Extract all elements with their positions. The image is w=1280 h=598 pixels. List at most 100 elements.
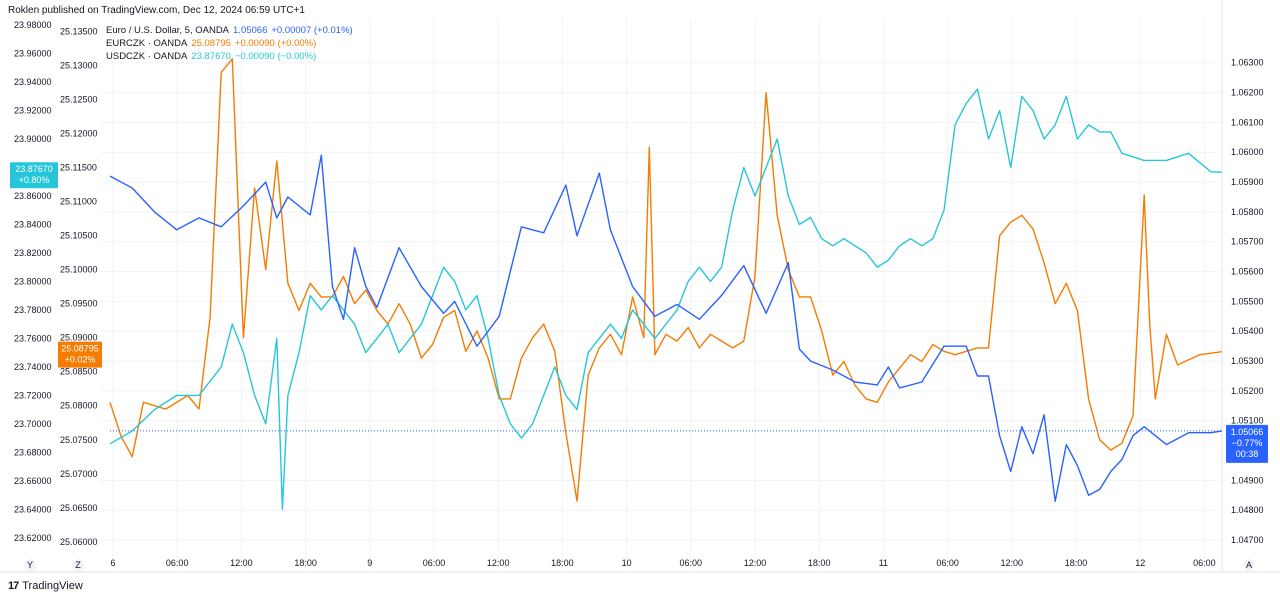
x-tick-label: 9 — [367, 558, 372, 568]
eurczk-price-badge-text: 25.08795 — [61, 344, 99, 354]
series-line-usdczk — [109, 88, 1223, 510]
x-tick-label: 18:00 — [294, 558, 317, 568]
axis-button-label: Y — [27, 560, 33, 570]
usdczk-axis-tick: 23.62000 — [14, 533, 52, 543]
x-tick-label: 06:00 — [166, 558, 189, 568]
usdczk-axis-tick: 23.98000 — [14, 20, 52, 30]
eurczk-axis-tick: 25.06500 — [60, 503, 98, 513]
usdczk-axis-tick: 23.78000 — [14, 305, 52, 315]
eurczk-axis-tick: 25.12500 — [60, 95, 98, 105]
series-legend: Euro / U.S. Dollar, 5, OANDA 1.05066 +0.00… — [106, 24, 357, 63]
eurczk-axis-tick: 25.10000 — [60, 265, 98, 275]
eurczk-axis-tick: 25.06000 — [60, 537, 98, 547]
eurusd-price-badge-text: 1.05066 — [1231, 427, 1264, 437]
usdczk-price-badge-text: +0.80% — [19, 175, 50, 185]
legend-series-name: Euro / U.S. Dollar, 5, OANDA — [106, 25, 230, 36]
usdczk-axis-tick: 23.82000 — [14, 248, 52, 258]
x-tick-label: 6 — [110, 558, 115, 568]
eurczk-axis-tick: 25.08000 — [60, 401, 98, 411]
eurczk-price-badge-text: +0.02% — [65, 355, 96, 365]
legend-row[interactable]: USDCZK · OANDA 23.87670 −0.00090 (−0.00%) — [106, 50, 357, 63]
legend-series-change: +0.00090 (+0.00%) — [234, 38, 317, 49]
legend-row[interactable]: EURCZK · OANDA 25.08795 +0.00090 (+0.00%) — [106, 37, 357, 50]
usdczk-axis-tick: 23.80000 — [14, 276, 52, 286]
usdczk-axis-tick: 23.74000 — [14, 362, 52, 372]
usdczk-axis-tick: 23.66000 — [14, 476, 52, 486]
x-tick-label: 12:00 — [230, 558, 253, 568]
x-tick-label: 11 — [879, 558, 888, 568]
eurusd-axis-tick: 1.05700 — [1231, 237, 1264, 247]
eurczk-axis-tick: 25.11500 — [60, 163, 97, 173]
eurczk-axis-tick: 25.09000 — [60, 333, 98, 343]
eurusd-axis-tick: 1.05500 — [1231, 296, 1264, 306]
eurusd-axis-tick: 1.05100 — [1231, 416, 1264, 426]
usdczk-axis-tick: 23.96000 — [14, 49, 52, 59]
axis-button[interactable] — [24, 559, 36, 571]
publish-header: Roklen published on TradingView.com, Dec… — [8, 5, 305, 16]
usdczk-price-badge — [10, 162, 58, 189]
usdczk-axis-tick: 23.70000 — [14, 419, 52, 429]
eurusd-axis-tick: 1.04700 — [1231, 535, 1264, 545]
eurczk-axis-tick: 25.09500 — [60, 299, 98, 309]
eurusd-axis-tick: 1.05300 — [1231, 356, 1264, 366]
x-tick-label: 06:00 — [680, 558, 703, 568]
legend-series-value: 1.05066 — [233, 25, 268, 36]
legend-row[interactable]: Euro / U.S. Dollar, 5, OANDA 1.05066 +0.00… — [106, 24, 357, 37]
eurczk-axis-tick: 25.08500 — [60, 367, 98, 377]
usdczk-axis-tick: 23.90000 — [14, 134, 52, 144]
x-tick-label: 06:00 — [936, 558, 959, 568]
legend-series-change: −0.00090 (−0.00%) — [234, 51, 317, 62]
usdczk-axis-tick: 23.68000 — [14, 447, 52, 457]
eurusd-axis-tick: 1.04900 — [1231, 475, 1264, 485]
legend-series-change: +0.00007 (+0.01%) — [271, 25, 353, 36]
x-tick-label: 12:00 — [487, 558, 510, 568]
usdczk-axis-tick: 23.86000 — [14, 191, 52, 201]
usdczk-axis-tick: 23.92000 — [14, 106, 52, 116]
eurusd-axis-tick: 1.05400 — [1231, 326, 1264, 336]
usdczk-axis-tick: 23.72000 — [14, 390, 52, 400]
eurusd-axis-tick: 1.05800 — [1231, 207, 1264, 217]
eurczk-price-badge — [58, 341, 102, 368]
axis-button[interactable] — [72, 559, 84, 571]
x-tick-label: 12 — [1135, 558, 1145, 568]
eurczk-axis-tick: 25.13500 — [60, 27, 98, 37]
usdczk-axis-tick: 23.84000 — [14, 219, 52, 229]
legend-series-value: 25.08795 — [191, 38, 231, 49]
legend-series-name: USDCZK · OANDA — [106, 51, 188, 62]
x-tick-label: 10 — [622, 558, 632, 568]
eurusd-axis-tick: 1.05600 — [1231, 267, 1264, 277]
axis-button-label: A — [1246, 560, 1252, 570]
axis-button[interactable] — [1243, 559, 1255, 571]
x-tick-label: 06:00 — [423, 558, 446, 568]
legend-series-name: EURCZK · OANDA — [106, 38, 188, 49]
x-tick-label: 06:00 — [1193, 558, 1216, 568]
usdczk-axis-tick: 23.94000 — [14, 77, 52, 87]
eurusd-axis-tick: 1.05900 — [1231, 177, 1264, 187]
eurczk-axis-tick: 25.13000 — [60, 61, 98, 71]
series-line-eurczk — [109, 58, 1223, 502]
legend-series-value: 23.87670 — [191, 51, 231, 62]
x-tick-label: 18:00 — [808, 558, 831, 568]
eurusd-price-badge-text: 00:38 — [1236, 449, 1259, 459]
eurusd-axis-tick: 1.06300 — [1231, 58, 1264, 68]
eurusd-axis-tick: 1.05200 — [1231, 386, 1264, 396]
eurusd-axis-tick: 1.06200 — [1231, 88, 1264, 98]
eurusd-axis-tick: 1.06100 — [1231, 117, 1264, 127]
eurusd-axis-tick: 1.04800 — [1231, 505, 1264, 515]
x-tick-label: 12:00 — [1001, 558, 1024, 568]
eurczk-axis-tick: 25.07500 — [60, 435, 98, 445]
tradingview-footer[interactable]: 17 TradingView — [8, 580, 83, 592]
tradingview-brand: TradingView — [22, 580, 83, 592]
eurczk-axis-tick: 25.11000 — [60, 197, 97, 207]
series-line-eurusd — [109, 154, 1223, 502]
x-tick-label: 18:00 — [551, 558, 574, 568]
usdczk-axis-tick: 23.64000 — [14, 504, 52, 514]
x-tick-label: 12:00 — [744, 558, 767, 568]
usdczk-axis-tick: 23.76000 — [14, 333, 52, 343]
eurusd-price-badge-text: −0.77% — [1232, 438, 1263, 448]
x-tick-label: 18:00 — [1065, 558, 1088, 568]
eurczk-axis-tick: 25.07000 — [60, 469, 98, 479]
tradingview-logo-icon: 17 — [8, 580, 19, 592]
eurusd-axis-tick: 1.06000 — [1231, 147, 1264, 157]
